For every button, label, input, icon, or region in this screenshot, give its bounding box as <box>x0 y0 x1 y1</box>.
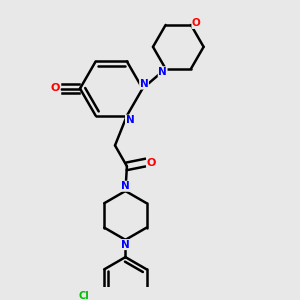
Text: N: N <box>140 79 148 89</box>
Text: N: N <box>121 181 130 191</box>
Text: N: N <box>121 240 130 250</box>
Text: O: O <box>51 83 60 93</box>
Text: O: O <box>192 18 201 28</box>
Text: Cl: Cl <box>78 291 89 300</box>
Text: N: N <box>125 115 134 125</box>
Text: N: N <box>158 67 167 77</box>
Text: O: O <box>147 158 156 168</box>
